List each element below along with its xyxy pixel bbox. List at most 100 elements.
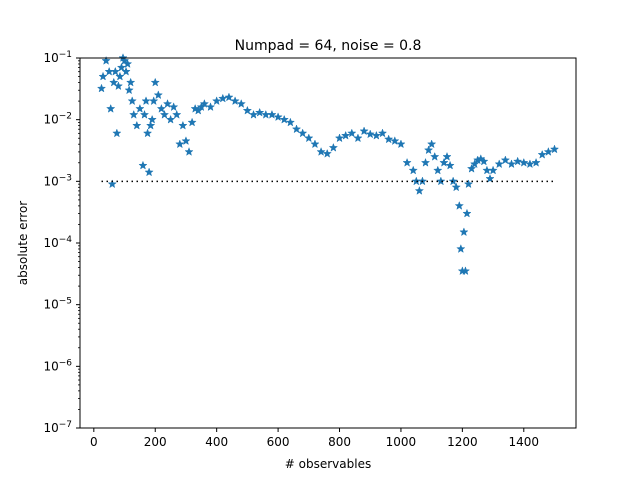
data-point [162, 99, 173, 108]
data-point [113, 81, 124, 91]
data-point [144, 167, 154, 177]
data-point [248, 109, 259, 119]
data-point [439, 157, 449, 167]
data-point [193, 105, 203, 115]
data-point [420, 157, 431, 167]
data-point [414, 185, 425, 195]
data-point [122, 59, 133, 68]
data-point [519, 157, 529, 167]
data-point [488, 165, 498, 175]
data-point [181, 136, 191, 146]
data-point [138, 160, 148, 170]
data-point [549, 144, 560, 154]
data-point [442, 151, 452, 161]
data-point [142, 128, 153, 138]
data-point [430, 151, 440, 161]
data-point [115, 71, 125, 81]
data-point [340, 130, 351, 140]
data-point [411, 176, 421, 186]
data-point [353, 133, 363, 143]
data-point [224, 92, 234, 102]
data-point [150, 77, 160, 87]
data-point [359, 126, 369, 136]
data-point [112, 128, 122, 138]
data-point [267, 109, 277, 119]
data-point [469, 159, 480, 169]
y-tick-label: 10−5 [43, 297, 72, 312]
y-tick-label: 10−7 [43, 420, 72, 435]
data-point [242, 105, 253, 115]
y-tick-label: 10−4 [43, 235, 72, 250]
data-point [310, 139, 320, 149]
data-point [124, 85, 134, 95]
x-tick-label: 1400 [509, 435, 540, 449]
data-point [500, 155, 511, 165]
data-point [383, 134, 394, 144]
data-point [466, 163, 477, 173]
data-point [109, 77, 119, 87]
x-tick-label: 200 [144, 435, 167, 449]
data-point [365, 129, 375, 139]
data-point [291, 124, 302, 134]
chart-title: Numpad = 64, noise = 0.8 [235, 38, 422, 54]
data-point [127, 96, 137, 106]
data-point [279, 114, 289, 124]
data-point [316, 146, 326, 156]
data-point [531, 157, 541, 167]
data-point [135, 103, 145, 113]
data-point [485, 173, 495, 183]
data-point [433, 165, 443, 175]
data-point [377, 128, 388, 138]
data-point [125, 77, 136, 87]
data-point [297, 128, 308, 138]
data-point [159, 109, 170, 119]
y-axis: 10−7 10−6 10−5 10−4 10−3 10−2 10−1 [43, 50, 80, 435]
data-point [436, 176, 446, 186]
data-point [129, 109, 139, 119]
data-point [494, 159, 504, 169]
data-point [254, 107, 265, 117]
x-tick-label: 600 [267, 435, 290, 449]
plot-marks [96, 53, 560, 276]
data-point [543, 146, 554, 156]
data-point [396, 139, 406, 149]
x-tick-label: 400 [205, 435, 228, 449]
data-point [98, 71, 108, 81]
data-point [479, 156, 489, 166]
data-point [169, 102, 179, 112]
y-tick-label: 10−3 [43, 173, 72, 188]
data-point [199, 99, 210, 108]
data-point [371, 130, 382, 140]
data-point [187, 117, 197, 127]
data-point [460, 266, 471, 276]
data-point [96, 83, 107, 93]
data-point [512, 156, 523, 166]
data-point [285, 117, 296, 127]
data-point [334, 133, 345, 143]
data-point [218, 93, 228, 103]
data-point [110, 66, 120, 76]
x-tick-label: 1000 [386, 435, 417, 449]
data-point [184, 146, 194, 156]
data-point [178, 120, 188, 130]
data-point [145, 120, 156, 130]
data-point [211, 96, 222, 106]
x-axis-label: # observables [285, 457, 371, 471]
data-point [147, 114, 157, 124]
data-point [456, 244, 466, 253]
data-point [347, 128, 357, 138]
data-point [423, 145, 434, 155]
data-point [107, 179, 117, 189]
x-tick-label: 0 [90, 435, 98, 449]
data-point [141, 96, 151, 106]
data-point [463, 179, 474, 189]
data-point [104, 66, 114, 76]
y-tick-label: 10−6 [43, 358, 72, 373]
data-point [448, 176, 458, 186]
data-point [525, 159, 535, 169]
plot-frame [79, 57, 577, 429]
data-point [175, 139, 185, 149]
data-point [205, 102, 216, 112]
data-point [390, 136, 400, 146]
